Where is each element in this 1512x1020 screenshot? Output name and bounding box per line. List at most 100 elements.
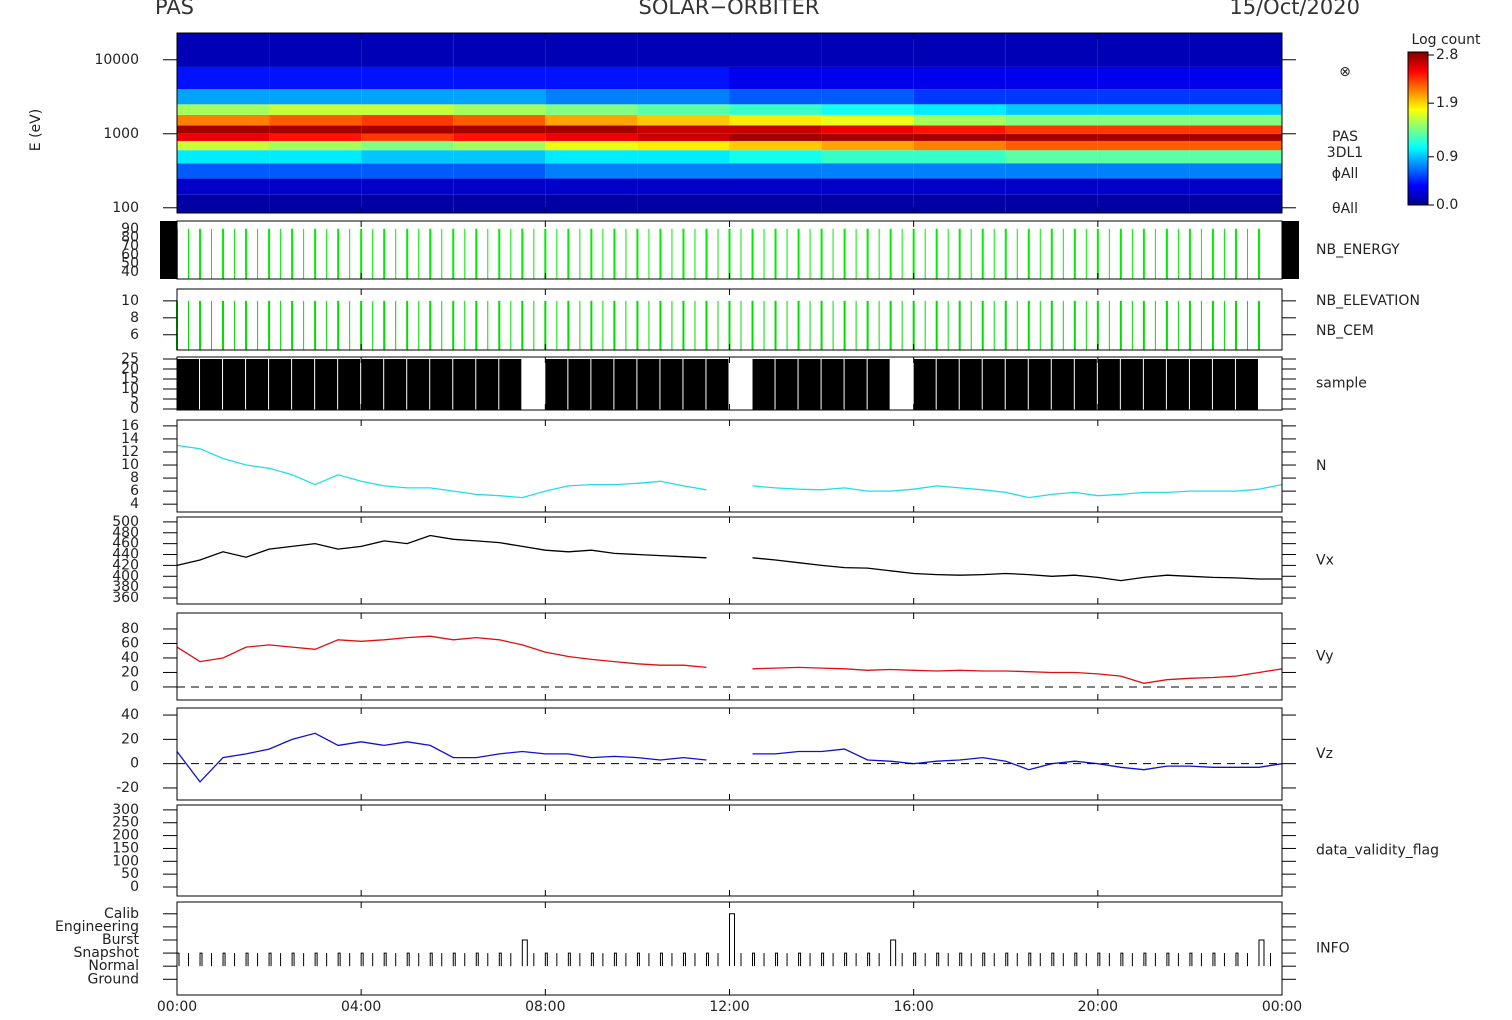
spectrogram-cell xyxy=(913,104,1006,115)
info-step xyxy=(844,952,848,967)
x-tick-label: 00:00 xyxy=(157,999,197,1015)
y-tick-label: Calib xyxy=(104,906,139,922)
sample-block xyxy=(660,359,683,410)
info-step xyxy=(752,952,756,967)
spectrogram-cell xyxy=(545,104,638,115)
spectrogram-cell xyxy=(1097,133,1190,141)
sample-block xyxy=(1166,359,1189,410)
sample-block xyxy=(407,359,430,410)
y-tick-label: 5 xyxy=(130,391,139,407)
spectrogram-cell xyxy=(453,114,546,126)
spectrogram-cell xyxy=(637,104,730,115)
spectrogram-cell xyxy=(361,140,454,151)
sample-block xyxy=(246,359,269,410)
panel-label: 3DL1 xyxy=(1327,145,1363,161)
series-label: Vx xyxy=(1316,553,1334,569)
spectrogram-cell xyxy=(453,133,546,141)
spectrogram-cell xyxy=(637,140,730,151)
y-tick-label: Burst xyxy=(102,932,140,948)
x-tick-label: 12:00 xyxy=(709,999,749,1015)
spectrogram-cell xyxy=(177,89,270,105)
spectrogram-cell xyxy=(453,104,546,115)
panel-label: PAS xyxy=(1332,129,1358,145)
spectrogram-cell xyxy=(269,133,362,141)
info-step xyxy=(959,952,963,967)
y-tick-label: 380 xyxy=(112,579,139,595)
spectrogram-cell xyxy=(1189,140,1282,151)
info-step xyxy=(383,952,387,967)
spectrogram-cell xyxy=(177,114,270,126)
y-tick-label: 50 xyxy=(121,255,139,271)
info-step xyxy=(1143,952,1147,967)
spectrogram-cell xyxy=(177,150,270,164)
panel-label: θAll xyxy=(1332,201,1358,217)
spectrogram-cell xyxy=(821,163,914,179)
sample-block xyxy=(798,359,821,410)
info-step xyxy=(798,952,802,967)
y-tick-label: 40 xyxy=(121,707,139,723)
info-step xyxy=(1166,952,1170,967)
info-step xyxy=(498,952,502,967)
colorbar-tick-label: 2.8 xyxy=(1436,47,1458,63)
colorbar-tick-label: 0.0 xyxy=(1436,197,1458,213)
y-tick-label: 400 xyxy=(112,568,139,584)
spectrogram-cell xyxy=(637,89,730,105)
info-step xyxy=(567,952,571,967)
spectrogram-cell xyxy=(177,66,270,90)
panel-frame xyxy=(176,804,1283,897)
series-label: NB_ELEVATION xyxy=(1316,293,1420,309)
sample-block xyxy=(476,359,499,410)
spectrogram-cell xyxy=(1097,140,1190,151)
info-step xyxy=(636,952,640,967)
spectrogram-cell xyxy=(269,66,362,90)
info-step xyxy=(729,913,735,967)
spectrogram-cell xyxy=(637,194,730,213)
x-tick-label: 16:00 xyxy=(893,999,933,1015)
spectrogram-cell xyxy=(1097,150,1190,164)
spectrogram-cell xyxy=(821,125,914,134)
y-tick-label: 460 xyxy=(112,536,139,552)
sample-block xyxy=(1028,359,1051,410)
spectrogram-cell xyxy=(637,133,730,141)
spectrogram-cell xyxy=(1189,125,1282,134)
spectrogram-cell xyxy=(269,140,362,151)
series-label: sample xyxy=(1316,376,1367,392)
y-tick-label: 0 xyxy=(130,756,139,772)
info-step xyxy=(452,952,456,967)
y-tick-label: 0 xyxy=(130,401,139,417)
spectrogram-cell xyxy=(913,66,1006,90)
y-tick-label: 480 xyxy=(112,525,139,541)
sample-block xyxy=(591,359,614,410)
info-step xyxy=(1212,952,1216,967)
spectrogram-cell xyxy=(1005,150,1098,164)
spectrogram-cell xyxy=(1189,104,1282,115)
info-step xyxy=(1097,952,1101,967)
info-step xyxy=(314,952,318,967)
info-step xyxy=(360,952,364,967)
spectrogram-cell xyxy=(1005,104,1098,115)
spectrogram-cell xyxy=(821,133,914,141)
spectrogram-cell xyxy=(545,125,638,134)
y-tick-label: Ground xyxy=(88,971,140,987)
spectrogram-cell xyxy=(269,33,362,67)
spectrogram-cell xyxy=(361,194,454,213)
sample-block xyxy=(499,359,522,410)
panel-frame xyxy=(176,707,1283,801)
spectrogram-cell xyxy=(1005,89,1098,105)
y-tick-label: 80 xyxy=(121,621,139,637)
info-step xyxy=(775,952,779,967)
info-step xyxy=(867,952,871,967)
spectrogram-cell xyxy=(821,150,914,164)
spectrogram-cell xyxy=(361,33,454,67)
sample-block xyxy=(315,359,338,410)
y-tick-label: 150 xyxy=(112,840,139,856)
spectrogram-cell xyxy=(361,89,454,105)
spectrogram-cell xyxy=(729,140,822,151)
sample-block xyxy=(453,359,476,410)
info-step xyxy=(406,952,410,967)
sample-block xyxy=(223,359,246,410)
y-tick-label: 15 xyxy=(121,371,139,387)
spectrogram-cell xyxy=(453,150,546,164)
colorbar-tick-label: 0.9 xyxy=(1436,149,1458,165)
y-tick-label: 0 xyxy=(130,679,139,695)
